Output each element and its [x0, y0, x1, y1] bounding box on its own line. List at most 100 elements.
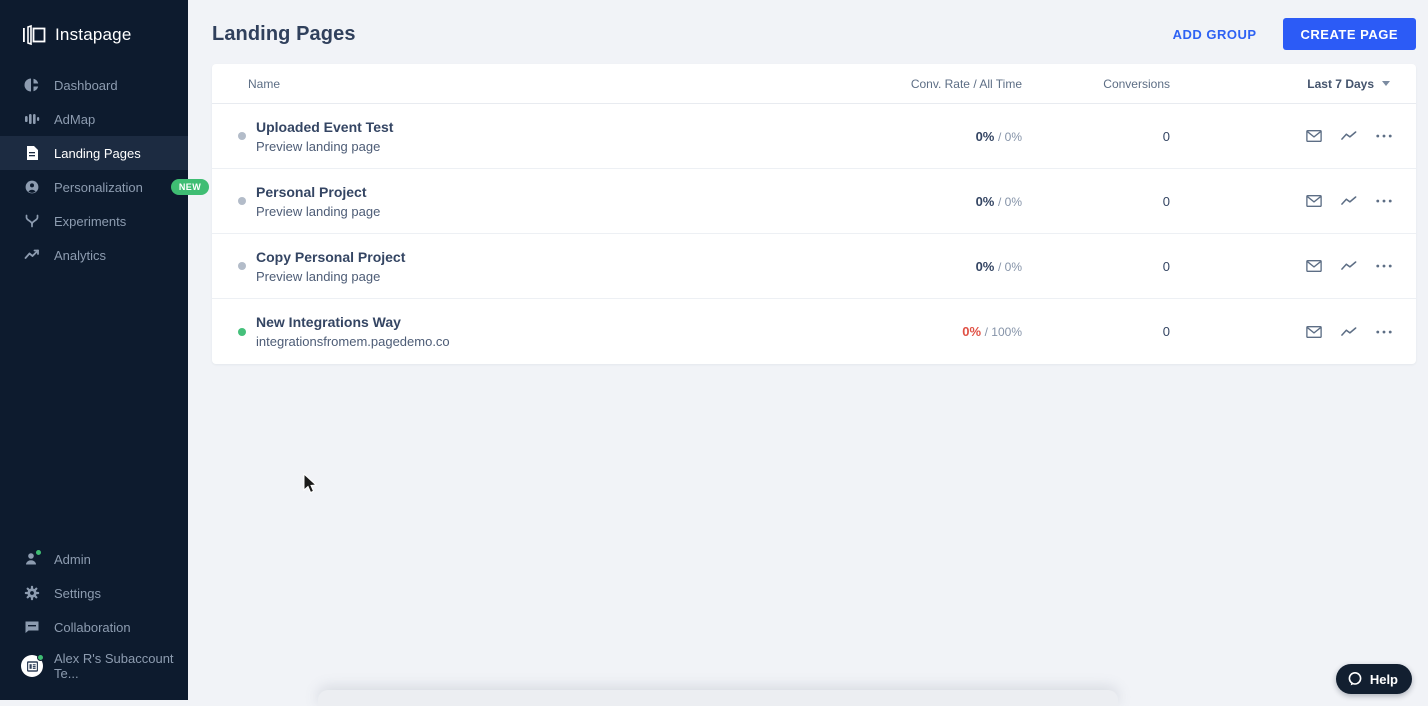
online-dot	[35, 549, 42, 556]
sidebar-item-label: AdMap	[54, 111, 96, 127]
sidebar-item-label: Settings	[54, 585, 101, 601]
page-name-link[interactable]: Personal Project	[256, 183, 367, 200]
add-group-button[interactable]: ADD GROUP	[1172, 26, 1257, 42]
admap-icon	[24, 111, 40, 127]
column-header-conversions: Conversions	[1103, 76, 1170, 91]
sidebar-item-dashboard[interactable]: Dashboard	[0, 68, 188, 102]
experiments-icon	[24, 213, 40, 229]
status-dot	[238, 132, 246, 140]
page-header: Landing Pages ADD GROUP CREATE PAGE	[188, 0, 1428, 64]
conversions-value: 0	[1162, 193, 1170, 209]
column-header-conv-rate: Conv. Rate / All Time	[910, 76, 1022, 91]
sidebar-item-label: Landing Pages	[54, 145, 141, 161]
sidebar-item-landing-pages[interactable]: Landing Pages	[0, 136, 188, 170]
conv-rate-value: 0%	[975, 193, 995, 209]
sidebar-item-label: Analytics	[54, 247, 107, 263]
sidebar-item-label: Dashboard	[54, 77, 118, 93]
gear-icon	[24, 585, 40, 601]
page-subtitle-link[interactable]: Preview landing page	[256, 203, 381, 219]
table-row: Uploaded Event Test Preview landing page…	[212, 104, 1416, 169]
sidebar-nav: Dashboard AdMap Landing Pages Personaliz…	[0, 68, 210, 272]
dashboard-icon	[24, 77, 40, 93]
conv-rate-all-time: / 0%	[997, 129, 1022, 144]
more-options-icon[interactable]	[1376, 258, 1392, 274]
chevron-down-icon	[1382, 81, 1390, 86]
conversions-value: 0	[1162, 258, 1170, 274]
date-filter-label: Last 7 Days	[1307, 76, 1374, 91]
conv-rate-all-time: / 100%	[984, 325, 1022, 339]
conv-rate-value: 0%	[975, 258, 995, 274]
conv-rate-value: 0%	[962, 324, 982, 339]
chat-bubble-icon	[1348, 672, 1362, 686]
sidebar-item-collaboration[interactable]: Collaboration	[0, 610, 188, 644]
sidebar-item-admin[interactable]: Admin	[0, 542, 188, 576]
sidebar-item-label: Alex R's Subaccount Te...	[54, 651, 174, 681]
page-name-link[interactable]: Uploaded Event Test	[256, 118, 394, 135]
sidebar-item-personalization[interactable]: Personalization NEW	[0, 170, 210, 204]
status-dot	[238, 327, 246, 336]
sidebar: Instapage Dashboard AdMap Landing Pages	[0, 0, 210, 700]
landing-pages-icon	[24, 145, 40, 161]
help-button[interactable]: Help	[1335, 664, 1412, 694]
analytics-icon	[24, 247, 40, 263]
page-subtitle-link[interactable]: Preview landing page	[256, 268, 381, 284]
analytics-trend-icon[interactable]	[1341, 193, 1357, 209]
table-row: Copy Personal Project Preview landing pa…	[212, 234, 1416, 299]
sidebar-item-account[interactable]: Alex R's Subaccount Te...	[0, 644, 188, 688]
collaboration-icon	[24, 619, 40, 635]
page-name-link[interactable]: Copy Personal Project	[256, 248, 406, 265]
admin-icon	[24, 549, 42, 567]
conv-rate-all-time: / 0%	[997, 194, 1022, 209]
subaccount-doc-icon	[26, 660, 38, 672]
analytics-trend-icon[interactable]	[1341, 258, 1357, 274]
help-label: Help	[1369, 671, 1398, 687]
sidebar-item-experiments[interactable]: Experiments	[0, 204, 188, 238]
page-subtitle-link[interactable]: integrationsfromem.pagedemo.co	[256, 334, 450, 349]
status-dot	[238, 262, 246, 270]
sidebar-footer: Admin Settings Collaboration Alex R'	[0, 542, 188, 700]
more-options-icon[interactable]	[1376, 324, 1392, 340]
email-icon[interactable]	[1306, 193, 1322, 209]
new-badge: NEW	[170, 179, 210, 195]
conversions-value: 0	[1162, 128, 1170, 144]
sidebar-item-settings[interactable]: Settings	[0, 576, 188, 610]
table-row: Personal Project Preview landing page 0%…	[212, 169, 1416, 234]
sidebar-item-label: Experiments	[54, 213, 127, 229]
create-page-button[interactable]: CREATE PAGE	[1282, 18, 1416, 50]
more-options-icon[interactable]	[1376, 128, 1392, 144]
logo-text: Instapage	[55, 25, 132, 44]
sidebar-item-label: Personalization	[54, 179, 143, 195]
main-content: Landing Pages ADD GROUP CREATE PAGE Name…	[188, 0, 1428, 700]
page-name-link[interactable]: New Integrations Way	[256, 314, 401, 330]
instapage-logo[interactable]: Instapage	[0, 0, 188, 68]
sidebar-item-admap[interactable]: AdMap	[0, 102, 188, 136]
email-icon[interactable]	[1306, 128, 1322, 144]
email-icon[interactable]	[1306, 258, 1322, 274]
analytics-trend-icon[interactable]	[1341, 128, 1357, 144]
bottom-sheet-shadow	[318, 690, 1118, 706]
analytics-trend-icon[interactable]	[1341, 324, 1357, 340]
sidebar-item-label: Collaboration	[54, 619, 131, 635]
page-subtitle-link[interactable]: Preview landing page	[256, 138, 381, 154]
sidebar-item-analytics[interactable]: Analytics	[0, 238, 188, 272]
header-actions: ADD GROUP CREATE PAGE	[1173, 18, 1416, 50]
email-icon[interactable]	[1306, 324, 1322, 340]
conv-rate-all-time: / 0%	[997, 259, 1022, 274]
status-dot	[238, 197, 246, 205]
instapage-logo-icon	[23, 24, 46, 46]
conversions-value: 0	[1162, 324, 1170, 339]
conv-rate-value: 0%	[975, 128, 995, 144]
date-filter-dropdown[interactable]: Last 7 Days	[1170, 77, 1416, 91]
table-header-row: Name Conv. Rate / All Time Conversions L…	[212, 64, 1416, 104]
online-dot	[37, 654, 44, 661]
account-avatar	[21, 654, 44, 677]
landing-pages-table: Name Conv. Rate / All Time Conversions L…	[212, 64, 1416, 364]
sidebar-item-label: Admin	[54, 551, 91, 567]
personalization-icon	[24, 179, 40, 195]
table-row: New Integrations Way integrationsfromem.…	[212, 299, 1416, 364]
column-header-date-filter: Last 7 Days	[1170, 77, 1416, 91]
page-title: Landing Pages	[212, 22, 356, 45]
more-options-icon[interactable]	[1376, 193, 1392, 209]
column-header-name: Name	[248, 76, 281, 91]
